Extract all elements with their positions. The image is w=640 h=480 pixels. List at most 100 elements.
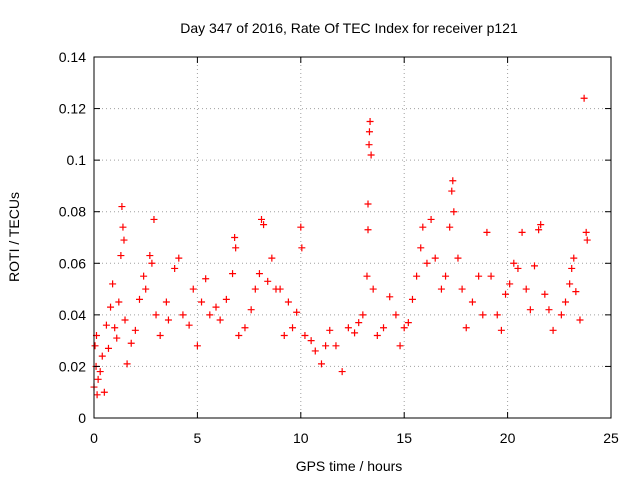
data-point <box>118 203 126 211</box>
data-point <box>311 347 319 355</box>
data-point <box>359 311 367 319</box>
data-point <box>222 295 230 303</box>
y-tick-label: 0.04 <box>59 307 86 323</box>
data-point <box>458 285 466 293</box>
data-point <box>431 254 439 262</box>
data-point <box>289 324 297 332</box>
data-point <box>413 272 421 280</box>
data-point <box>522 285 530 293</box>
data-point <box>462 324 470 332</box>
data-point <box>423 259 431 267</box>
data-point <box>570 254 578 262</box>
axis-ticks <box>93 56 612 419</box>
data-point <box>545 306 553 314</box>
data-point <box>417 244 425 252</box>
data-point <box>98 352 106 360</box>
data-point <box>102 321 110 329</box>
data-point <box>297 223 305 231</box>
data-point <box>493 311 501 319</box>
data-point <box>301 331 309 339</box>
data-point <box>363 272 371 280</box>
data-point <box>344 324 352 332</box>
data-point <box>386 293 394 301</box>
x-tick-label: 25 <box>603 430 619 446</box>
x-tick-label: 5 <box>194 430 202 446</box>
data-point <box>317 360 325 368</box>
gridlines <box>94 57 611 418</box>
data-point <box>566 280 574 288</box>
data-point <box>355 319 363 327</box>
data-point <box>454 254 462 262</box>
y-tick-label: 0.08 <box>59 204 86 220</box>
data-point <box>537 221 545 229</box>
data-point <box>115 298 123 306</box>
data-point <box>104 344 112 352</box>
data-point <box>121 316 129 324</box>
data-point <box>400 324 408 332</box>
data-point <box>113 334 121 342</box>
data-point <box>146 252 154 260</box>
data-point <box>427 215 435 223</box>
data-point <box>442 272 450 280</box>
data-point <box>206 311 214 319</box>
data-point <box>518 228 526 236</box>
data-point <box>583 236 591 244</box>
data-point <box>212 303 220 311</box>
data-point <box>557 311 565 319</box>
data-point <box>367 151 375 159</box>
data-point <box>100 388 108 396</box>
data-point <box>549 326 557 334</box>
data-point <box>364 200 372 208</box>
data-point <box>351 329 359 337</box>
data-point <box>127 339 135 347</box>
data-point <box>526 306 534 314</box>
data-point <box>479 311 487 319</box>
data-point <box>198 298 206 306</box>
data-point <box>483 228 491 236</box>
data-point <box>96 368 104 376</box>
data-point <box>448 187 456 195</box>
y-tick-label: 0.14 <box>59 49 86 65</box>
data-point <box>235 331 243 339</box>
data-point <box>231 234 239 241</box>
data-point <box>322 342 330 350</box>
data-point <box>475 272 483 280</box>
data-point <box>332 342 340 350</box>
data-point <box>284 298 292 306</box>
data-point <box>119 223 127 231</box>
data-point <box>123 360 131 368</box>
data-point <box>514 264 522 272</box>
y-tick-label: 0 <box>78 410 86 426</box>
data-point <box>185 321 193 329</box>
data-point <box>107 303 115 311</box>
data-point <box>164 316 172 324</box>
x-tick-label: 15 <box>396 430 412 446</box>
x-tick-label: 20 <box>500 430 516 446</box>
data-point <box>276 285 284 293</box>
data-point <box>264 277 272 285</box>
data-point <box>326 326 334 334</box>
y-tick-label: 0.06 <box>59 255 86 271</box>
data-point <box>255 270 263 278</box>
data-point <box>365 128 373 136</box>
data-point <box>260 221 268 229</box>
data-point <box>502 290 510 298</box>
x-axis-label: GPS time / hours <box>296 458 403 474</box>
data-point <box>140 272 148 280</box>
data-point <box>530 262 538 270</box>
data-point <box>251 285 259 293</box>
data-point <box>94 375 102 383</box>
data-point <box>280 331 288 339</box>
data-point <box>506 280 514 288</box>
data-point <box>446 223 454 231</box>
data-point <box>202 275 210 283</box>
data-point <box>541 290 549 298</box>
data-point <box>148 259 156 267</box>
data-point <box>373 331 381 339</box>
chart-title: Day 347 of 2016, Rate Of TEC Index for r… <box>180 20 518 36</box>
data-point <box>419 223 427 231</box>
data-point <box>392 311 400 319</box>
data-point <box>216 316 224 324</box>
data-point <box>408 295 416 303</box>
